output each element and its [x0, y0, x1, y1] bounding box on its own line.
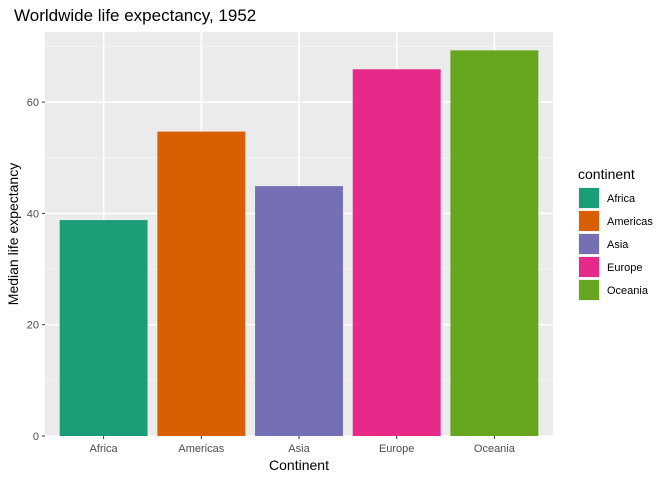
legend-label: Africa	[607, 193, 636, 205]
y-axis: 0 20 40 60	[27, 97, 45, 443]
legend-key-europe	[579, 257, 599, 277]
legend-label: Europe	[607, 262, 642, 274]
y-axis-title: Median life expectancy	[5, 163, 21, 305]
y-tick-label: 40	[27, 208, 39, 220]
chart-title: Worldwide life expectancy, 1952	[14, 6, 256, 25]
bar-americas	[157, 131, 246, 436]
x-axis: Africa Americas Asia Europe Oceania	[90, 436, 516, 455]
x-tick-label: Oceania	[474, 443, 516, 455]
legend-label: Oceania	[607, 285, 649, 297]
y-tick-label: 20	[27, 320, 39, 332]
x-axis-title: Continent	[269, 457, 329, 473]
legend-title: continent	[578, 166, 635, 182]
legend: continent Africa Americas Asia Europe Oceani…	[578, 166, 653, 301]
bar-oceania	[450, 50, 539, 436]
legend-key-oceania	[579, 280, 599, 300]
x-tick-label: Europe	[379, 443, 414, 455]
legend-label: Americas	[607, 216, 653, 228]
x-tick-label: Americas	[178, 443, 224, 455]
y-tick-label: 60	[27, 97, 39, 109]
legend-label: Asia	[607, 239, 629, 251]
bar-europe	[352, 69, 441, 436]
x-tick-label: Africa	[90, 443, 119, 455]
bar-asia	[255, 186, 343, 436]
bars-group	[59, 50, 539, 436]
legend-key-americas	[579, 211, 599, 231]
x-tick-label: Asia	[288, 443, 310, 455]
legend-key-africa	[579, 188, 599, 208]
bar-africa	[59, 220, 148, 436]
y-tick-label: 0	[33, 431, 39, 443]
legend-key-asia	[579, 234, 599, 254]
